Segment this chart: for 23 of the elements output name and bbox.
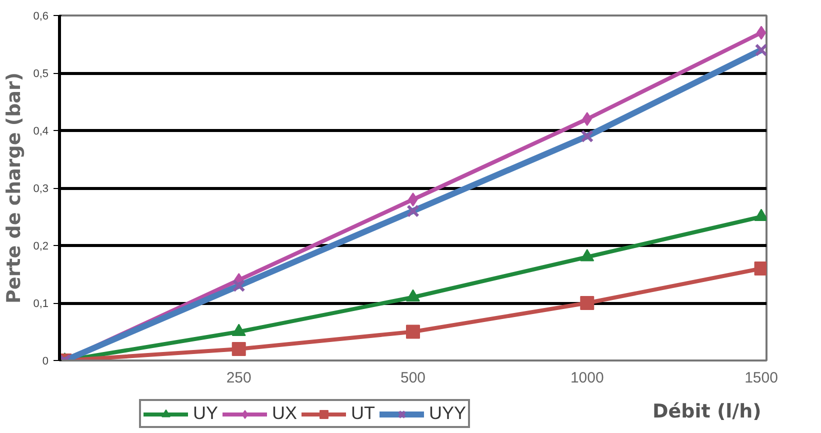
y-axis-title: Perte de charge (bar) xyxy=(3,72,26,304)
legend-label: UX xyxy=(272,403,298,424)
y-tick-label: 0 xyxy=(42,356,49,368)
y-tick-label: 0,5 xyxy=(33,68,49,80)
y-tick-label: 0,6 xyxy=(33,10,49,22)
legend-label: UY xyxy=(193,403,218,424)
x-tick-label: 250 xyxy=(226,370,252,386)
point xyxy=(408,192,418,206)
y-tick-label: 0,4 xyxy=(33,126,49,138)
point xyxy=(580,296,594,310)
x-axis-title: Débit (l/h) xyxy=(652,400,762,422)
y-tick-label: 0,1 xyxy=(33,298,49,310)
y-tick-label: 0,2 xyxy=(33,240,49,252)
x-tick-label: 1500 xyxy=(744,370,778,386)
y-tick-label: 0,3 xyxy=(33,183,49,195)
point xyxy=(756,26,766,40)
legend-label: UT xyxy=(351,403,376,424)
x-tick-label: 1000 xyxy=(570,370,604,386)
legend-label: UYY xyxy=(429,403,466,424)
point xyxy=(406,324,420,339)
point xyxy=(232,342,246,356)
point xyxy=(582,112,592,126)
x-tick-label: 500 xyxy=(400,370,426,386)
